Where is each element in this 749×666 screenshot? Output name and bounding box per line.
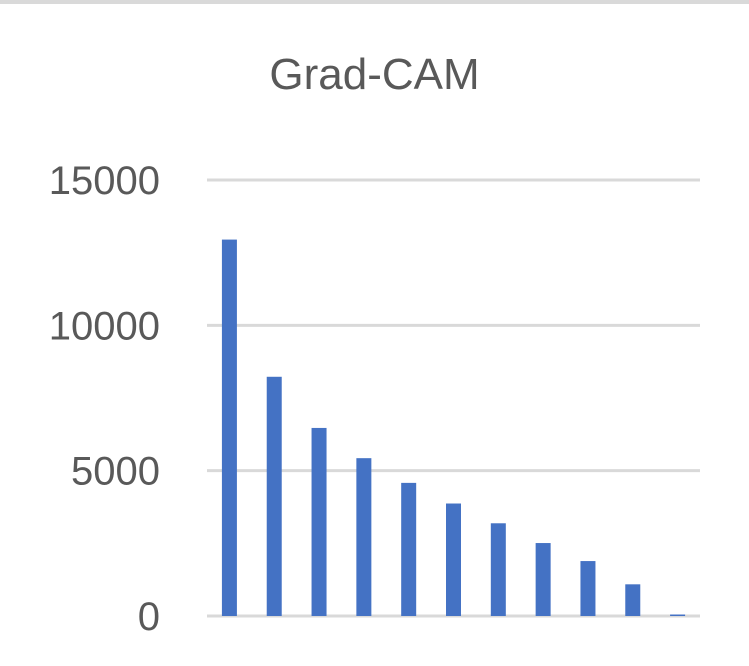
bar bbox=[311, 427, 327, 616]
chart-title: Grad-CAM bbox=[269, 50, 480, 99]
bar bbox=[490, 523, 506, 616]
top-border bbox=[0, 0, 749, 4]
bar bbox=[625, 584, 641, 616]
bars bbox=[221, 239, 686, 616]
bar bbox=[535, 543, 551, 616]
bar bbox=[221, 239, 237, 616]
bar bbox=[446, 503, 461, 616]
bar bbox=[401, 482, 417, 616]
bar bbox=[356, 458, 372, 616]
bar bbox=[580, 561, 596, 616]
y-tick-label: 10000 bbox=[49, 304, 160, 348]
y-axis-ticks: 15000 10000 5000 0 bbox=[49, 159, 160, 639]
y-tick-label: 0 bbox=[138, 595, 160, 639]
bar bbox=[670, 614, 686, 616]
y-tick-label: 15000 bbox=[49, 159, 160, 203]
y-tick-label: 5000 bbox=[71, 450, 160, 494]
bar bbox=[266, 376, 282, 616]
grid-lines bbox=[207, 178, 700, 618]
